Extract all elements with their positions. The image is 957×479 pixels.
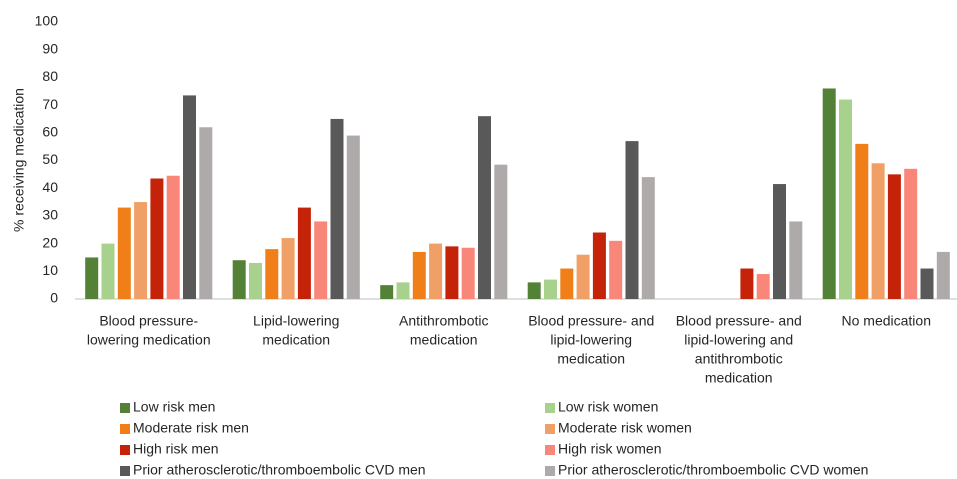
- y-tick-label: 70: [42, 96, 58, 112]
- y-tick-label: 50: [42, 151, 58, 167]
- x-tick-label: Lipid-lowering: [253, 313, 339, 329]
- bar: [494, 164, 508, 299]
- bar: [887, 174, 901, 299]
- bar: [625, 141, 639, 299]
- x-tick-label: Blood pressure-: [99, 313, 198, 329]
- y-tick-label: 100: [35, 13, 59, 29]
- legend-label: High risk women: [558, 441, 661, 457]
- bar: [592, 232, 606, 299]
- legend-label: High risk men: [133, 441, 219, 457]
- y-tick-label: 80: [42, 68, 58, 84]
- bar: [904, 168, 918, 299]
- bar: [527, 282, 541, 299]
- legend-label: Low risk women: [558, 399, 658, 415]
- y-tick-label: 40: [42, 179, 58, 195]
- y-tick-label: 30: [42, 207, 58, 223]
- bar: [936, 251, 950, 299]
- bar: [445, 246, 459, 299]
- x-tick-label: lipid-lowering: [550, 332, 632, 348]
- bar: [560, 268, 574, 299]
- x-tick-label: Antithrombotic: [399, 313, 488, 329]
- bar: [183, 95, 196, 299]
- bar: [117, 207, 131, 299]
- bar: [101, 243, 115, 299]
- bar: [789, 221, 803, 299]
- bar: [232, 260, 246, 299]
- bar: [855, 143, 869, 299]
- legend-swatch: [120, 424, 130, 434]
- y-tick-label: 90: [42, 40, 58, 56]
- bar: [740, 268, 754, 299]
- bar: [871, 163, 885, 299]
- bar: [265, 249, 279, 299]
- legend-swatch: [545, 424, 555, 434]
- bar: [346, 135, 360, 299]
- bar: [166, 175, 180, 299]
- bar: [461, 247, 475, 299]
- legend-label: Low risk men: [133, 399, 215, 415]
- bar: [412, 251, 426, 299]
- bar: [281, 238, 295, 299]
- bar: [314, 221, 328, 299]
- legend-label: Prior atherosclerotic/thromboembolic CVD…: [558, 462, 868, 478]
- bar: [297, 207, 311, 299]
- legend-swatch: [545, 403, 555, 413]
- y-tick-label: 0: [50, 290, 58, 306]
- legend-label: Prior atherosclerotic/thromboembolic CVD…: [133, 462, 426, 478]
- bar: [839, 99, 852, 299]
- legend-label: Moderate risk women: [558, 420, 692, 436]
- bar: [544, 279, 557, 299]
- x-tick-label: No medication: [842, 313, 932, 329]
- y-tick-label: 60: [42, 124, 58, 140]
- y-tick-label: 20: [42, 234, 58, 250]
- bar: [396, 282, 410, 299]
- bar: [330, 118, 344, 299]
- legend-swatch: [545, 466, 555, 476]
- bar: [199, 127, 213, 299]
- bar: [609, 240, 623, 299]
- y-tick-label: 10: [42, 262, 58, 278]
- x-tick-label: medication: [705, 370, 773, 386]
- x-tick-label: medication: [557, 351, 625, 367]
- x-tick-label: antithrombotic: [695, 351, 783, 367]
- legend-swatch: [120, 466, 130, 476]
- bar: [150, 178, 164, 299]
- legend-swatch: [120, 403, 130, 413]
- x-tick-label: lipid-lowering and: [684, 332, 793, 348]
- x-tick-label: Blood pressure- and: [528, 313, 654, 329]
- x-tick-label: medication: [410, 332, 478, 348]
- bar: [822, 88, 836, 299]
- legend-swatch: [545, 445, 555, 455]
- bar: [920, 268, 934, 299]
- y-axis-label: % receiving medication: [11, 88, 27, 232]
- x-tick-label: medication: [262, 332, 330, 348]
- bar: [756, 274, 770, 299]
- bar: [773, 184, 786, 299]
- x-tick-label: Blood pressure- and: [676, 313, 802, 329]
- bar: [249, 262, 262, 299]
- legend-label: Moderate risk men: [133, 420, 249, 436]
- legend-swatch: [120, 445, 130, 455]
- x-tick-label: lowering medication: [87, 332, 211, 348]
- bar: [85, 257, 99, 299]
- bar: [429, 243, 443, 299]
- bar: [641, 177, 655, 299]
- bar: [576, 254, 590, 299]
- bar: [134, 202, 148, 299]
- bar: [478, 116, 491, 300]
- bar: [380, 285, 394, 299]
